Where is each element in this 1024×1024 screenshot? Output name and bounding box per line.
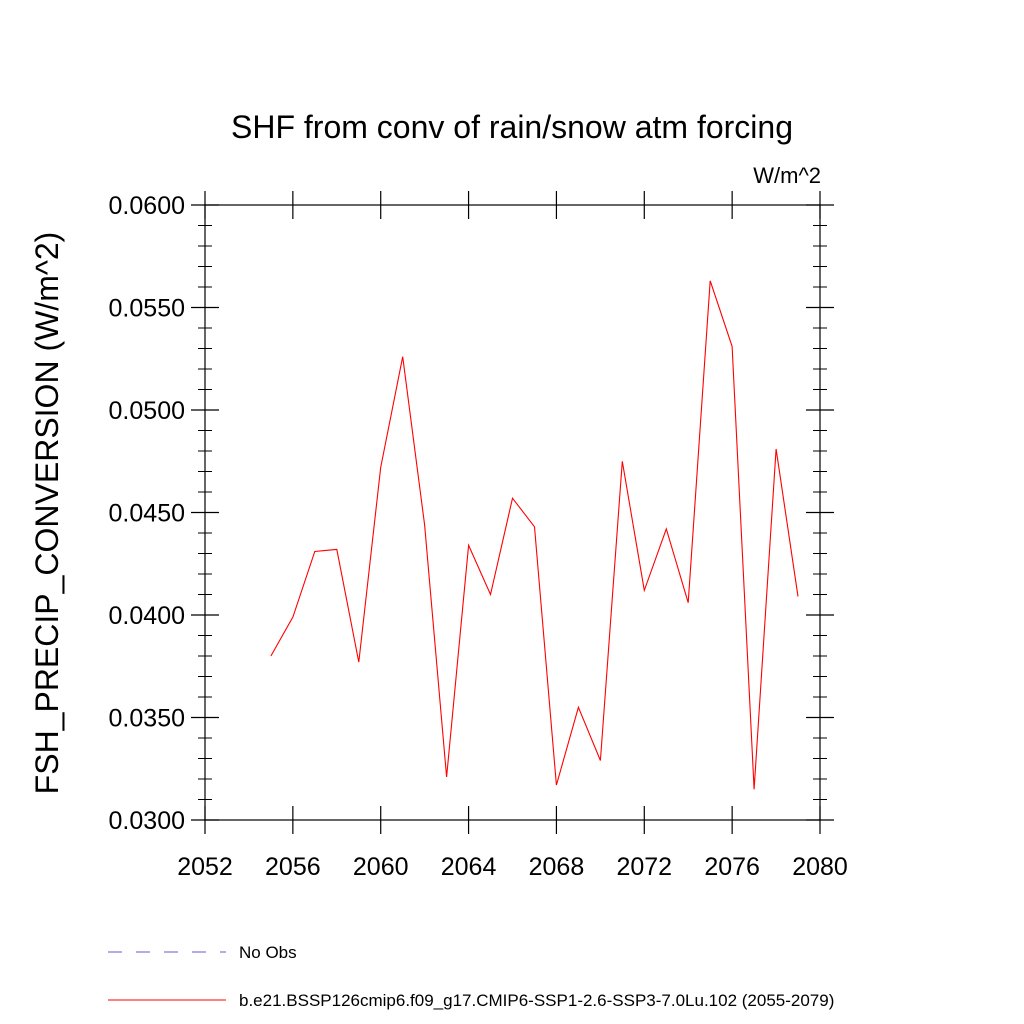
series-line [270, 280, 799, 790]
y-tick-label: 0.0350 [109, 705, 185, 733]
y-tick-label: 0.0300 [109, 807, 185, 835]
x-tick-label: 2060 [353, 853, 409, 881]
x-tick-label: 2072 [616, 853, 672, 881]
plot-frame [204, 204, 821, 821]
x-tick-label: 2056 [265, 853, 321, 881]
x-tick-label: 2076 [704, 853, 760, 881]
x-axis-ticks: 2052 2056 2060 2064 2068 2072 2076 2080 [177, 191, 848, 881]
y-tick-label: 0.0450 [109, 500, 185, 528]
x-tick-label: 2068 [529, 853, 585, 881]
y-tick-label: 0.0400 [109, 602, 185, 630]
legend: No Obs b.e21.BSSP126cmip6.f09_g17.CMIP6-S… [108, 943, 834, 1010]
x-tick-label: 2052 [177, 853, 233, 881]
units-label: W/m^2 [753, 163, 821, 188]
y-tick-label: 0.0600 [109, 192, 185, 220]
series-layer [270, 280, 799, 790]
y-axis-label: FSH_PRECIP_CONVERSION (W/m^2) [29, 232, 65, 795]
y-axis-ticks: 0.0300 0.0350 0.0400 0.0450 0.0500 0.0550 0.06… [109, 192, 834, 835]
y-tick-label: 0.0500 [109, 397, 185, 425]
legend-label: No Obs [239, 943, 297, 962]
legend-label: b.e21.BSSP126cmip6.f09_g17.CMIP6-SSP1-2.… [239, 991, 834, 1010]
chart-title: SHF from conv of rain/snow atm forcing [231, 109, 793, 145]
y-tick-label: 0.0550 [109, 295, 185, 323]
x-tick-label: 2064 [441, 853, 497, 881]
x-tick-label: 2080 [792, 853, 848, 881]
